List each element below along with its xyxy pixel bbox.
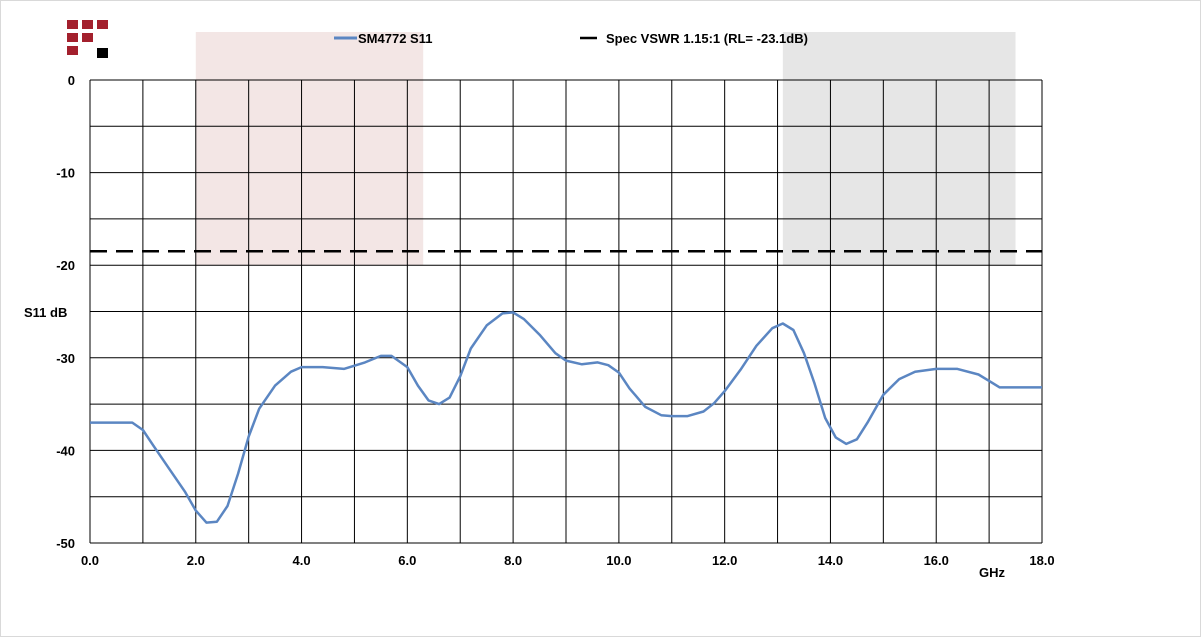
company-logo-icon [67, 20, 108, 58]
tick-labels: 0.0 2.0 4.0 6.0 8.0 10.0 12.0 14.0 16.0 18.0 0 -10 -… [56, 73, 1054, 568]
y-tick-label: -40 [56, 443, 75, 458]
shaded-band-1 [195, 32, 424, 266]
x-tick-label: 8.0 [504, 553, 522, 568]
x-tick-label: 4.0 [293, 553, 311, 568]
series-lines [90, 250, 1042, 524]
x-tick-label: 0.0 [81, 553, 99, 568]
y-axis-label: S11 dB [24, 305, 67, 320]
y-tick-label: -20 [56, 258, 75, 273]
y-tick-label: 0 [68, 73, 75, 88]
series-line-sm4772-s11 [90, 311, 1042, 524]
x-tick-label: 16.0 [924, 553, 949, 568]
grid-lines [89, 79, 1043, 544]
x-tick-label: 12.0 [712, 553, 737, 568]
legend-label-series-2: Spec VSWR 1.15:1 (RL= -23.1dB) [606, 31, 808, 46]
y-tick-label: -10 [56, 166, 75, 181]
legend-label-series-1: SM4772 S11 [358, 31, 432, 46]
x-tick-label: 18.0 [1029, 553, 1054, 568]
x-axis-label: GHz [979, 565, 1006, 580]
x-tick-label: 14.0 [818, 553, 843, 568]
shaded-bands [195, 32, 1016, 266]
x-tick-label: 6.0 [398, 553, 416, 568]
legend: SM4772 S11 Spec VSWR 1.15:1 (RL= -23.1dB… [334, 31, 808, 46]
x-tick-label: 10.0 [606, 553, 631, 568]
y-tick-label: -50 [56, 536, 75, 551]
y-tick-label: -30 [56, 351, 75, 366]
x-tick-label: 2.0 [187, 553, 205, 568]
shaded-band-2 [782, 32, 1016, 266]
